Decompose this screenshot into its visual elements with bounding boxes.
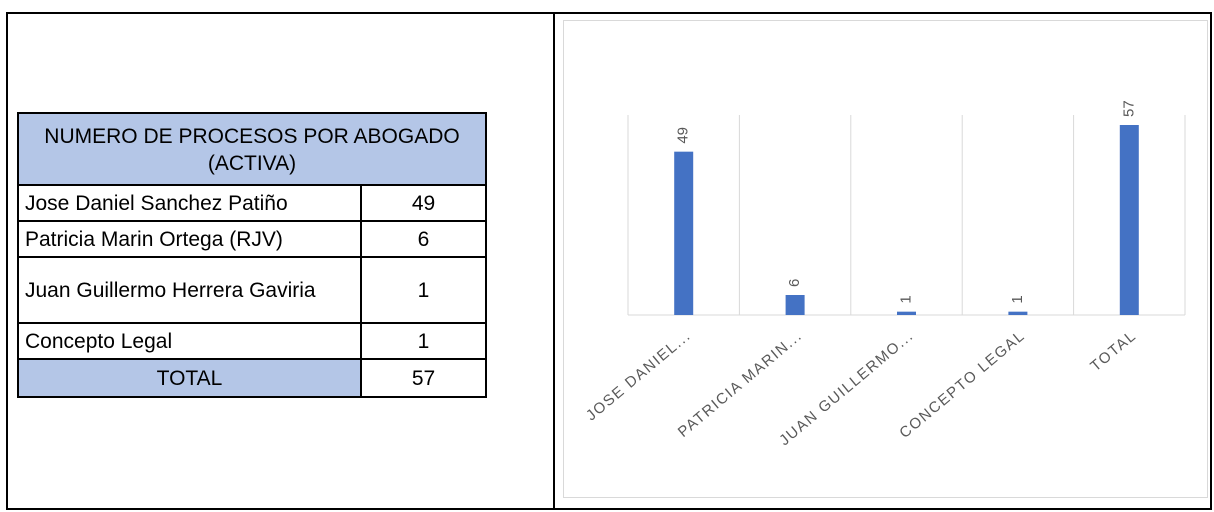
process-count-table: NUMERO DE PROCESOS POR ABOGADO (ACTIVA) … <box>17 112 487 398</box>
table-header: NUMERO DE PROCESOS POR ABOGADO (ACTIVA) <box>17 112 487 186</box>
table-total-row: TOTAL 57 <box>17 358 487 398</box>
row-value: 6 <box>360 220 487 258</box>
table-row: Juan Guillermo Herrera Gaviria 1 <box>17 256 487 324</box>
bar <box>897 311 916 315</box>
table-row: Jose Daniel Sanchez Patiño 49 <box>17 184 487 222</box>
bar <box>785 295 805 315</box>
category-label: JOSE DANIEL... <box>583 327 694 424</box>
category-label: PATRICIA MARIN... <box>675 327 806 441</box>
outer-frame <box>6 12 1212 510</box>
data-label: 6 <box>786 279 803 287</box>
total-label: TOTAL <box>17 358 362 398</box>
total-value: 57 <box>360 358 487 398</box>
table-row: Patricia Marin Ortega (RJV) 6 <box>17 220 487 258</box>
row-value: 1 <box>360 322 487 360</box>
data-label: 1 <box>897 295 914 303</box>
row-value: 49 <box>360 184 487 222</box>
bar <box>674 151 694 315</box>
row-value: 1 <box>360 256 487 324</box>
row-name: Jose Daniel Sanchez Patiño <box>17 184 362 222</box>
category-label: CONCEPTO LEGAL <box>896 327 1028 442</box>
row-name: Juan Guillermo Herrera Gaviria <box>17 256 362 324</box>
category-label: TOTAL <box>1087 327 1140 375</box>
bar <box>1008 311 1028 315</box>
table-header-row: NUMERO DE PROCESOS POR ABOGADO (ACTIVA) <box>17 112 487 186</box>
row-name: Patricia Marin Ortega (RJV) <box>17 220 362 258</box>
frame-divider <box>553 12 555 510</box>
row-name: Concepto Legal <box>17 322 362 360</box>
data-label: 49 <box>675 127 692 144</box>
table-row: Concepto Legal 1 <box>17 322 487 360</box>
data-label: 1 <box>1009 295 1026 303</box>
chart-panel <box>563 20 1208 498</box>
data-label: 57 <box>1120 100 1137 117</box>
bar <box>1119 125 1139 315</box>
